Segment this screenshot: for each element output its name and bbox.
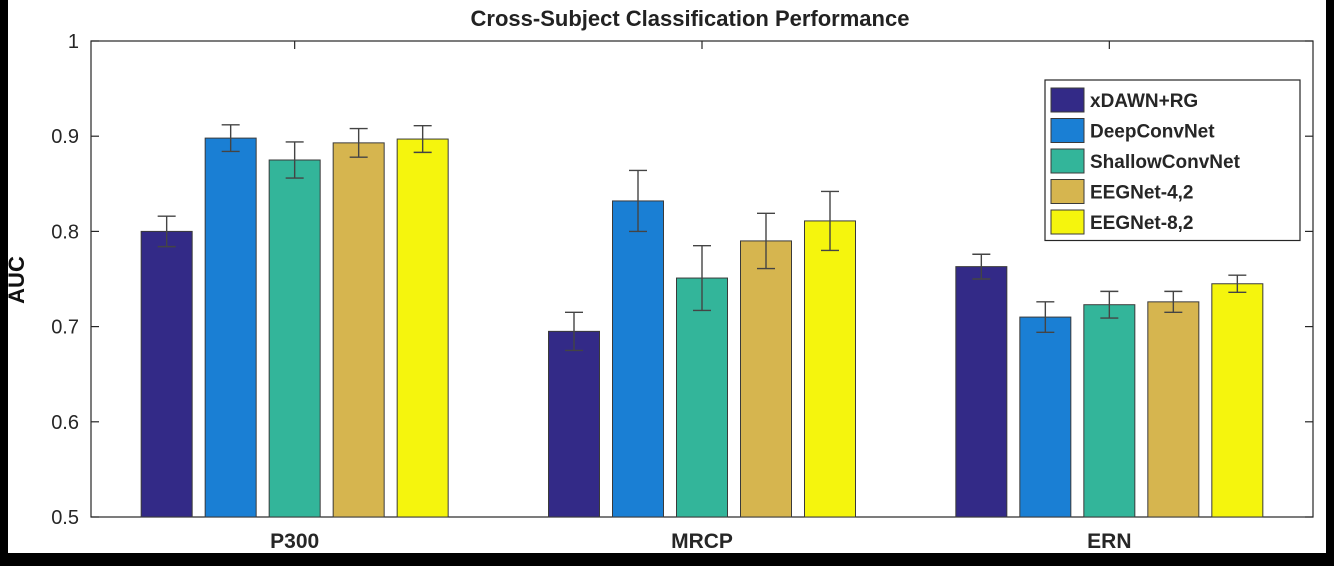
x-tick-label: MRCP	[671, 530, 733, 553]
y-tick-label: 1	[68, 31, 79, 53]
bar	[612, 200, 664, 518]
legend-label: EEGNet-4,2	[1090, 183, 1193, 204]
y-tick-label: 0.6	[51, 412, 79, 434]
y-axis-label: AUC	[4, 256, 29, 304]
bar	[1147, 301, 1200, 518]
legend-swatch	[1050, 209, 1085, 235]
y-tick-label: 0.8	[51, 221, 79, 243]
bar	[1083, 304, 1136, 518]
legend-swatch	[1050, 87, 1085, 113]
legend-swatch	[1050, 148, 1085, 174]
legend-label: ShallowConvNet	[1090, 152, 1241, 173]
x-tick-label: P300	[270, 530, 319, 553]
bar	[804, 220, 856, 518]
legend-box	[1044, 79, 1301, 242]
legend-swatch	[1050, 118, 1085, 143]
bar	[140, 230, 193, 518]
bar	[396, 138, 449, 518]
plot-area: 0.5 0.6 0.7 0.8 0.9 1 P300 MRCP ERN	[51, 31, 1314, 553]
bar	[268, 159, 321, 518]
y-tick-label: 0.9	[51, 126, 79, 148]
y-tick-label: 0.5	[51, 507, 79, 529]
chart-title: Cross-Subject Classification Performance	[471, 6, 910, 31]
bar	[548, 330, 600, 518]
legend: xDAWN+RG DeepConvNet ShallowConvNet EEGNet-…	[1044, 79, 1301, 242]
legend-label: DeepConvNet	[1090, 122, 1215, 143]
bar	[204, 137, 257, 518]
bar	[740, 240, 792, 518]
bar	[1211, 283, 1264, 518]
bar	[332, 142, 385, 518]
legend-label: xDAWN+RG	[1090, 91, 1198, 112]
legend-swatch	[1050, 179, 1085, 204]
x-tick-label: ERN	[1087, 530, 1131, 553]
legend-label: EEGNet-8,2	[1090, 213, 1193, 234]
bar	[955, 266, 1008, 518]
bar	[676, 277, 728, 518]
bar	[1019, 316, 1072, 518]
y-tick-label: 0.7	[51, 317, 79, 339]
